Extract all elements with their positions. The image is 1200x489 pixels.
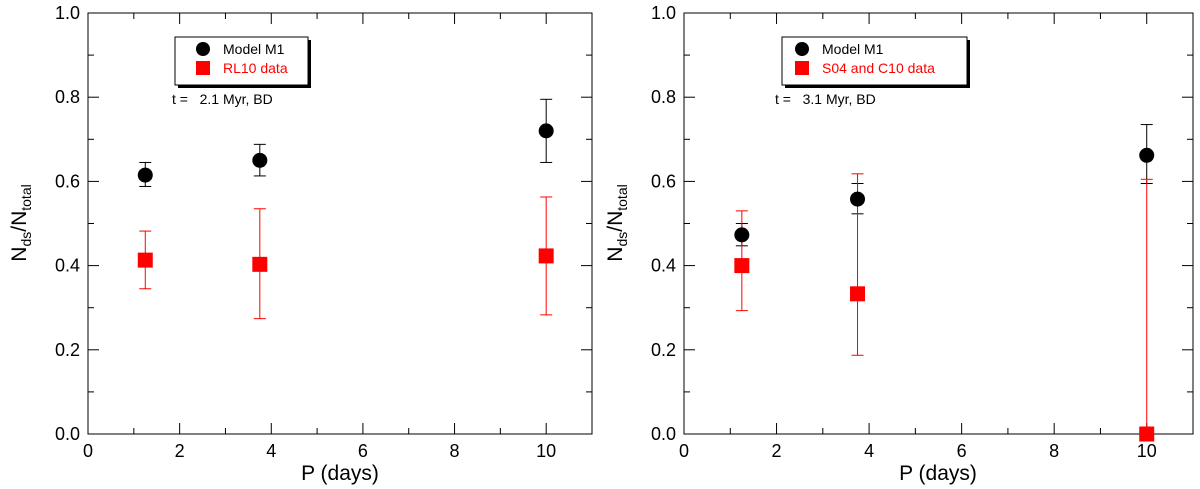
model-point: [734, 227, 750, 243]
y-tick-label: 1.0: [651, 3, 676, 23]
y-tick-label: 0.2: [55, 340, 80, 360]
data-point: [734, 258, 750, 274]
model-point: [137, 167, 153, 183]
x-tick-labels: 0 2 4 6 8 10: [679, 441, 1157, 461]
x-tick-label: 0: [83, 441, 93, 461]
x-tick-label: 10: [536, 441, 556, 461]
y-tick-label: 0.8: [55, 87, 80, 107]
y-tick-label: 0.0: [651, 424, 676, 444]
y-tick-labels: 0.0 0.2 0.4 0.6 0.8 1.0: [55, 3, 80, 444]
annotation: t = 2.1 Myr, BD: [172, 91, 273, 107]
legend-box: [781, 36, 968, 86]
legend-marker-data: [795, 61, 809, 75]
model-point: [850, 191, 866, 207]
y-tick-label: 0.6: [651, 171, 676, 191]
x-axis-label: P (days): [301, 462, 379, 485]
y-tick-label: 1.0: [55, 3, 80, 23]
x-tick-label: 8: [450, 441, 460, 461]
data-point: [1139, 426, 1155, 442]
model-point: [1139, 147, 1155, 163]
y-tick-label: 0.8: [651, 87, 676, 107]
error-bars: [735, 124, 1153, 435]
y-tick-label: 0.0: [55, 424, 80, 444]
legend-marker-model: [795, 42, 809, 56]
y-tick-label: 0.2: [651, 340, 676, 360]
legend: Model M1 RL10 data: [174, 36, 311, 88]
legend-label-model: Model M1: [822, 41, 884, 57]
data-markers: [734, 147, 1155, 442]
data-point: [850, 286, 866, 302]
y-axis-label: Nds/Ntotal: [8, 184, 34, 261]
y-tick-label: 0.4: [651, 256, 676, 276]
x-tick-label: 6: [957, 441, 967, 461]
x-tick-label: 6: [358, 441, 368, 461]
x-tick-label: 0: [679, 441, 689, 461]
x-tick-label: 8: [1049, 441, 1059, 461]
plot-frame: [87, 12, 593, 435]
y-tick-label: 0.4: [55, 256, 80, 276]
data-point: [252, 256, 268, 272]
legend-label-model: Model M1: [223, 41, 285, 57]
x-tick-labels: 0 2 4 6 8 10: [83, 441, 556, 461]
x-tick-label: 4: [864, 441, 874, 461]
legend-box: [174, 36, 309, 86]
x-tick-label: 2: [772, 441, 782, 461]
y-tick-label: 0.6: [55, 171, 80, 191]
y-tick-labels: 0.0 0.2 0.4 0.6 0.8 1.0: [651, 3, 676, 444]
data-markers: [137, 123, 554, 272]
x-tick-label: 10: [1137, 441, 1157, 461]
data-point: [538, 248, 554, 264]
error-bars: [139, 98, 553, 320]
model-point: [252, 152, 268, 168]
right-panel: 0 2 4 6 8 10 0.0 0.2 0.4 0.6 0.8 1.0 P (days) Nds/…: [604, 3, 1194, 485]
x-axis-label: P (days): [899, 462, 977, 485]
y-axis-label: Nds/Ntotal: [604, 184, 630, 261]
model-point: [538, 123, 554, 139]
x-tick-label: 4: [266, 441, 276, 461]
legend: Model M1 S04 and C10 data: [781, 36, 970, 88]
axis-ticks: [683, 12, 1194, 435]
axis-ticks: [87, 12, 593, 435]
legend-marker-data: [196, 61, 210, 75]
annotation: t = 3.1 Myr, BD: [775, 91, 876, 107]
legend-label-data: RL10 data: [223, 60, 288, 76]
x-tick-label: 2: [175, 441, 185, 461]
left-panel: 0 2 4 6 8 10 0.0 0.2 0.4 0.6 0.8 1.0 P (days) Nds/…: [8, 3, 593, 485]
legend-marker-model: [196, 42, 210, 56]
data-point: [137, 252, 153, 268]
legend-label-data: S04 and C10 data: [822, 60, 935, 76]
